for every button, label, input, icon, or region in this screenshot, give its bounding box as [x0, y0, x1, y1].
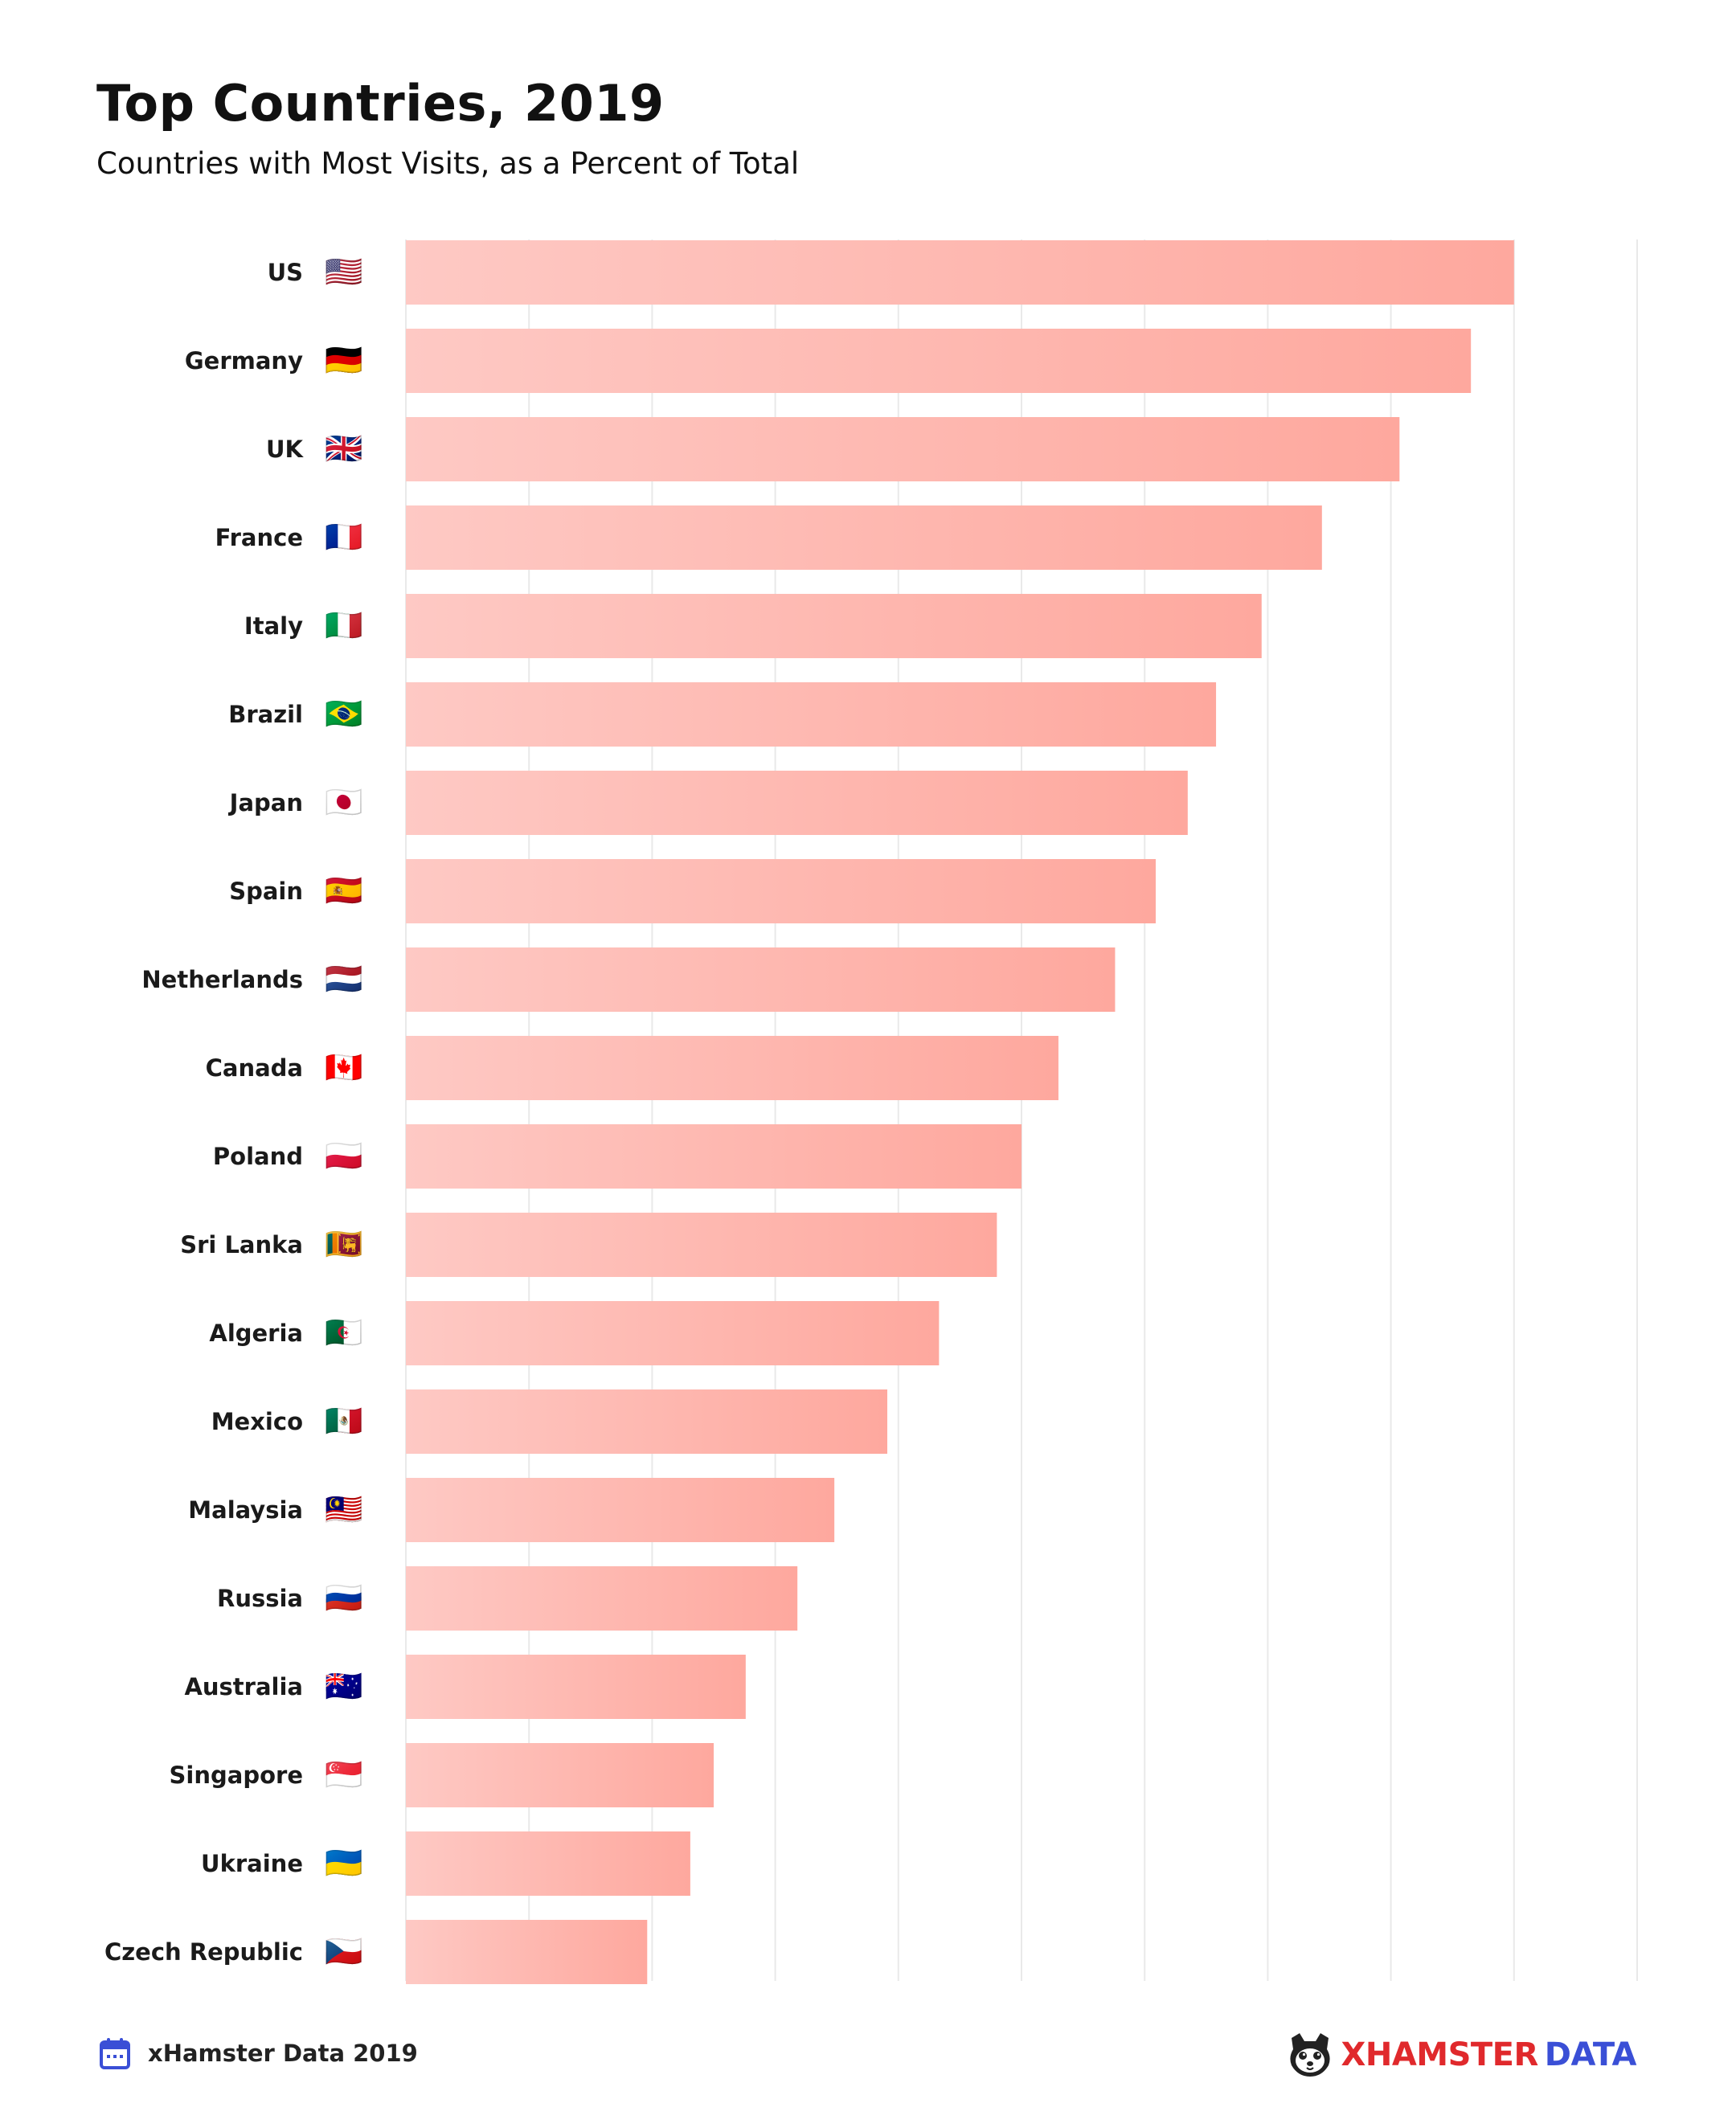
calendar-icon — [100, 2038, 130, 2069]
category-label: Czech Republic — [104, 1938, 303, 1966]
category-labels: US 🇺🇸 Germany 🇩🇪 UK 🇬🇧 France 🇫🇷 Italy 🇮🇹 Brazil 🇧🇷… — [104, 256, 363, 1969]
category-label: UK — [266, 436, 305, 463]
flag-icon: 🇺🇦 — [325, 1847, 362, 1880]
flag-icon: 🇺🇸 — [325, 256, 362, 289]
category-label: France — [215, 524, 303, 551]
flag-icon: 🇫🇷 — [325, 521, 362, 555]
category-label: Germany — [185, 347, 303, 374]
flag-icon: 🇲🇽 — [325, 1405, 362, 1438]
category-label: Singapore — [170, 1762, 303, 1789]
flag-icon: 🇪🇸 — [325, 874, 362, 908]
flag-icon: 🇵🇱 — [325, 1140, 362, 1173]
flag-icon: 🇨🇿 — [325, 1935, 362, 1969]
bar-brazil — [406, 682, 1217, 747]
category-label: Malaysia — [188, 1496, 303, 1524]
category-label: Poland — [213, 1143, 303, 1170]
category-label: US — [268, 259, 303, 286]
gridlines — [405, 239, 1638, 1981]
bar-poland — [406, 1124, 1022, 1189]
bar-germany — [406, 329, 1472, 393]
chart-title: Top Countries, 2019 — [96, 74, 665, 133]
category-label: Algeria — [209, 1320, 303, 1347]
bar-uk — [406, 417, 1400, 481]
source-credit: xHamster Data 2019 — [100, 2037, 418, 2069]
flag-icon: 🇲🇾 — [325, 1493, 362, 1527]
hamster-logo-icon — [1289, 2033, 1330, 2077]
category-label: Australia — [184, 1673, 303, 1700]
bars — [406, 240, 1514, 1984]
bar-ukraine — [406, 1831, 690, 1896]
category-label: Sri Lanka — [180, 1231, 303, 1258]
flag-icon: 🇬🇧 — [325, 432, 362, 466]
flag-icon: 🇮🇹 — [325, 609, 362, 643]
bar-france — [406, 505, 1322, 570]
bar-sri-lanka — [406, 1213, 997, 1277]
bar-netherlands — [406, 947, 1116, 1012]
category-label: Canada — [206, 1054, 303, 1082]
flag-icon: 🇷🇺 — [325, 1582, 362, 1615]
flag-icon: 🇸🇬 — [325, 1758, 362, 1792]
bar-singapore — [406, 1743, 714, 1807]
flag-icon: 🇩🇪 — [325, 344, 362, 378]
bar-italy — [406, 594, 1262, 658]
brand-name: XHAMSTER — [1341, 2036, 1539, 2073]
flag-icon: 🇧🇷 — [325, 698, 362, 731]
category-label: Spain — [229, 878, 303, 905]
flag-icon: 🇳🇱 — [325, 963, 362, 996]
category-label: Mexico — [211, 1408, 303, 1435]
brand-logo: XHAMSTER DATA — [1285, 2032, 1637, 2078]
bar-canada — [406, 1036, 1058, 1100]
category-label: Brazil — [228, 701, 303, 728]
category-label: Italy — [244, 612, 303, 640]
source-label: xHamster Data 2019 — [148, 2040, 418, 2067]
bar-malaysia — [406, 1478, 835, 1542]
bar-algeria — [406, 1301, 940, 1365]
flag-icon: 🇩🇿 — [325, 1316, 362, 1350]
bar-us — [406, 240, 1514, 305]
flag-icon: 🇨🇦 — [325, 1051, 362, 1085]
chart-subtitle: Countries with Most Visits, as a Percent… — [96, 146, 800, 181]
category-label: Japan — [228, 789, 303, 816]
bar-mexico — [406, 1389, 888, 1454]
flag-icon: 🇯🇵 — [325, 786, 362, 820]
flag-icon: 🇦🇺 — [325, 1668, 362, 1704]
flag-icon: 🇱🇰 — [325, 1228, 362, 1262]
bar-japan — [406, 771, 1188, 835]
category-label: Netherlands — [141, 966, 303, 993]
bar-czech-republic — [406, 1920, 648, 1984]
category-label: Russia — [217, 1585, 303, 1612]
brand-suffix: DATA — [1544, 2036, 1637, 2073]
category-label: Ukraine — [201, 1850, 303, 1877]
bar-russia — [406, 1566, 798, 1631]
bar-spain — [406, 859, 1156, 923]
bar-australia — [406, 1655, 746, 1719]
